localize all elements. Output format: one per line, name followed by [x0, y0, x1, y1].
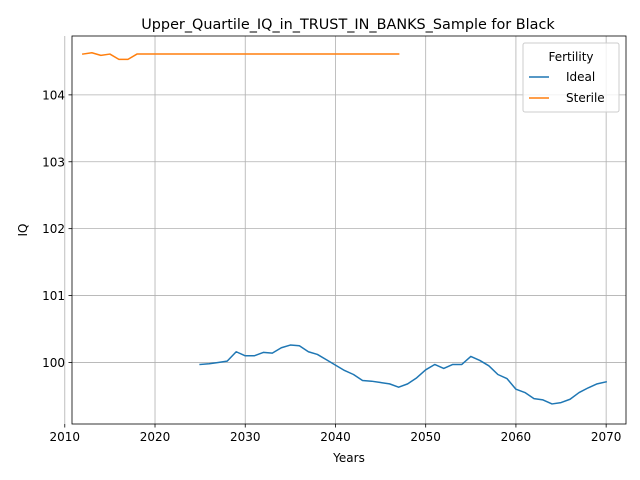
x-tick-label: 2030 [230, 430, 261, 444]
legend-label-sterile: Sterile [566, 91, 605, 105]
x-tick-label: 2040 [320, 430, 351, 444]
y-tick-label: 101 [42, 289, 65, 303]
legend-label-ideal: Ideal [566, 70, 595, 84]
y-tick-label: 103 [42, 155, 65, 169]
y-tick-label: 102 [42, 222, 65, 236]
x-tick-label: 2050 [410, 430, 441, 444]
x-tick-label: 2070 [591, 430, 622, 444]
x-tick-label: 2060 [501, 430, 532, 444]
x-axis-label: Years [332, 451, 365, 465]
y-tick-label: 100 [42, 356, 65, 370]
x-tick-label: 2010 [50, 430, 81, 444]
y-tick-label: 104 [42, 88, 65, 102]
chart-title: Upper_Quartile_IQ_in_TRUST_IN_BANKS_Samp… [141, 17, 555, 33]
x-tick-label: 2020 [140, 430, 171, 444]
legend: Fertility Ideal Sterile [523, 43, 619, 112]
legend-title: Fertility [548, 50, 593, 64]
y-axis-label: IQ [16, 224, 30, 237]
